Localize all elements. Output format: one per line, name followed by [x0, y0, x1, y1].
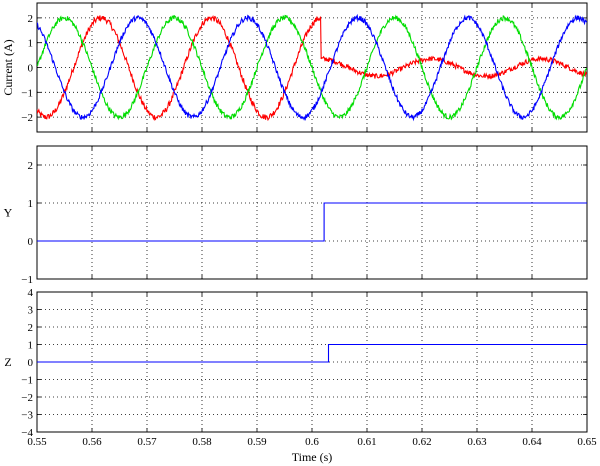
- current-plot-ylabel: Current (A): [1, 39, 15, 95]
- z-plot-series-1: [37, 343, 587, 363]
- y-plot-ytick-label: 0: [28, 236, 34, 248]
- y-plot-ytick-label: −1: [21, 274, 33, 286]
- current-plot-series-3: [37, 13, 587, 122]
- z-plot-xtick-label: 0.64: [522, 436, 542, 448]
- z-plot-ytick-label: −1: [21, 375, 33, 387]
- z-plot-xtick-label: 0.62: [412, 436, 431, 448]
- z-plot-xtick-label: 0.55: [27, 436, 47, 448]
- z-plot-xtick-label: 0.58: [192, 436, 212, 448]
- z-plot-ytick-label: 3: [28, 305, 34, 317]
- current-plot-ytick-label: 2: [28, 13, 34, 25]
- z-plot-ytick-label: 0: [28, 357, 34, 369]
- z-plot-ytick-label: 1: [28, 340, 34, 352]
- current-plot-series-1: [37, 15, 587, 122]
- z-plot-xtick-label: 0.56: [82, 436, 102, 448]
- y-plot-ylabel: Y: [4, 206, 13, 220]
- z-plot-ytick-label: 4: [28, 287, 34, 299]
- z-plot-xtick-label: 0.61: [357, 436, 376, 448]
- z-plot-ytick-label: −3: [21, 410, 33, 422]
- current-plot-ytick-label: 0: [28, 63, 34, 75]
- z-plot-ytick-label: 2: [28, 322, 34, 334]
- z-plot-xtick-label: 0.57: [137, 436, 157, 448]
- z-plot-ytick-label: −4: [21, 427, 33, 439]
- y-plot-ytick-label: 1: [28, 198, 34, 210]
- z-plot-xtick-label: 0.59: [247, 436, 267, 448]
- y-plot-axes: [36, 145, 588, 280]
- y-plot-series-1: [37, 202, 587, 242]
- z-plot-ylabel: Z: [4, 355, 11, 369]
- z-plot-xtick-label: 0.63: [467, 436, 487, 448]
- current-plot-ytick-label: −1: [21, 87, 33, 99]
- y-plot-ytick-label: 2: [28, 160, 34, 172]
- z-plot-xlabel: Time (s): [292, 450, 333, 464]
- current-plot-ytick-label: 1: [28, 38, 34, 50]
- z-plot-xtick-label: 0.6: [305, 436, 319, 448]
- current-plot-ytick-label: −2: [21, 112, 33, 124]
- z-plot-xtick-label: 0.65: [577, 436, 597, 448]
- current-plot-series-2: [37, 14, 587, 121]
- z-plot-ytick-label: −2: [21, 392, 33, 404]
